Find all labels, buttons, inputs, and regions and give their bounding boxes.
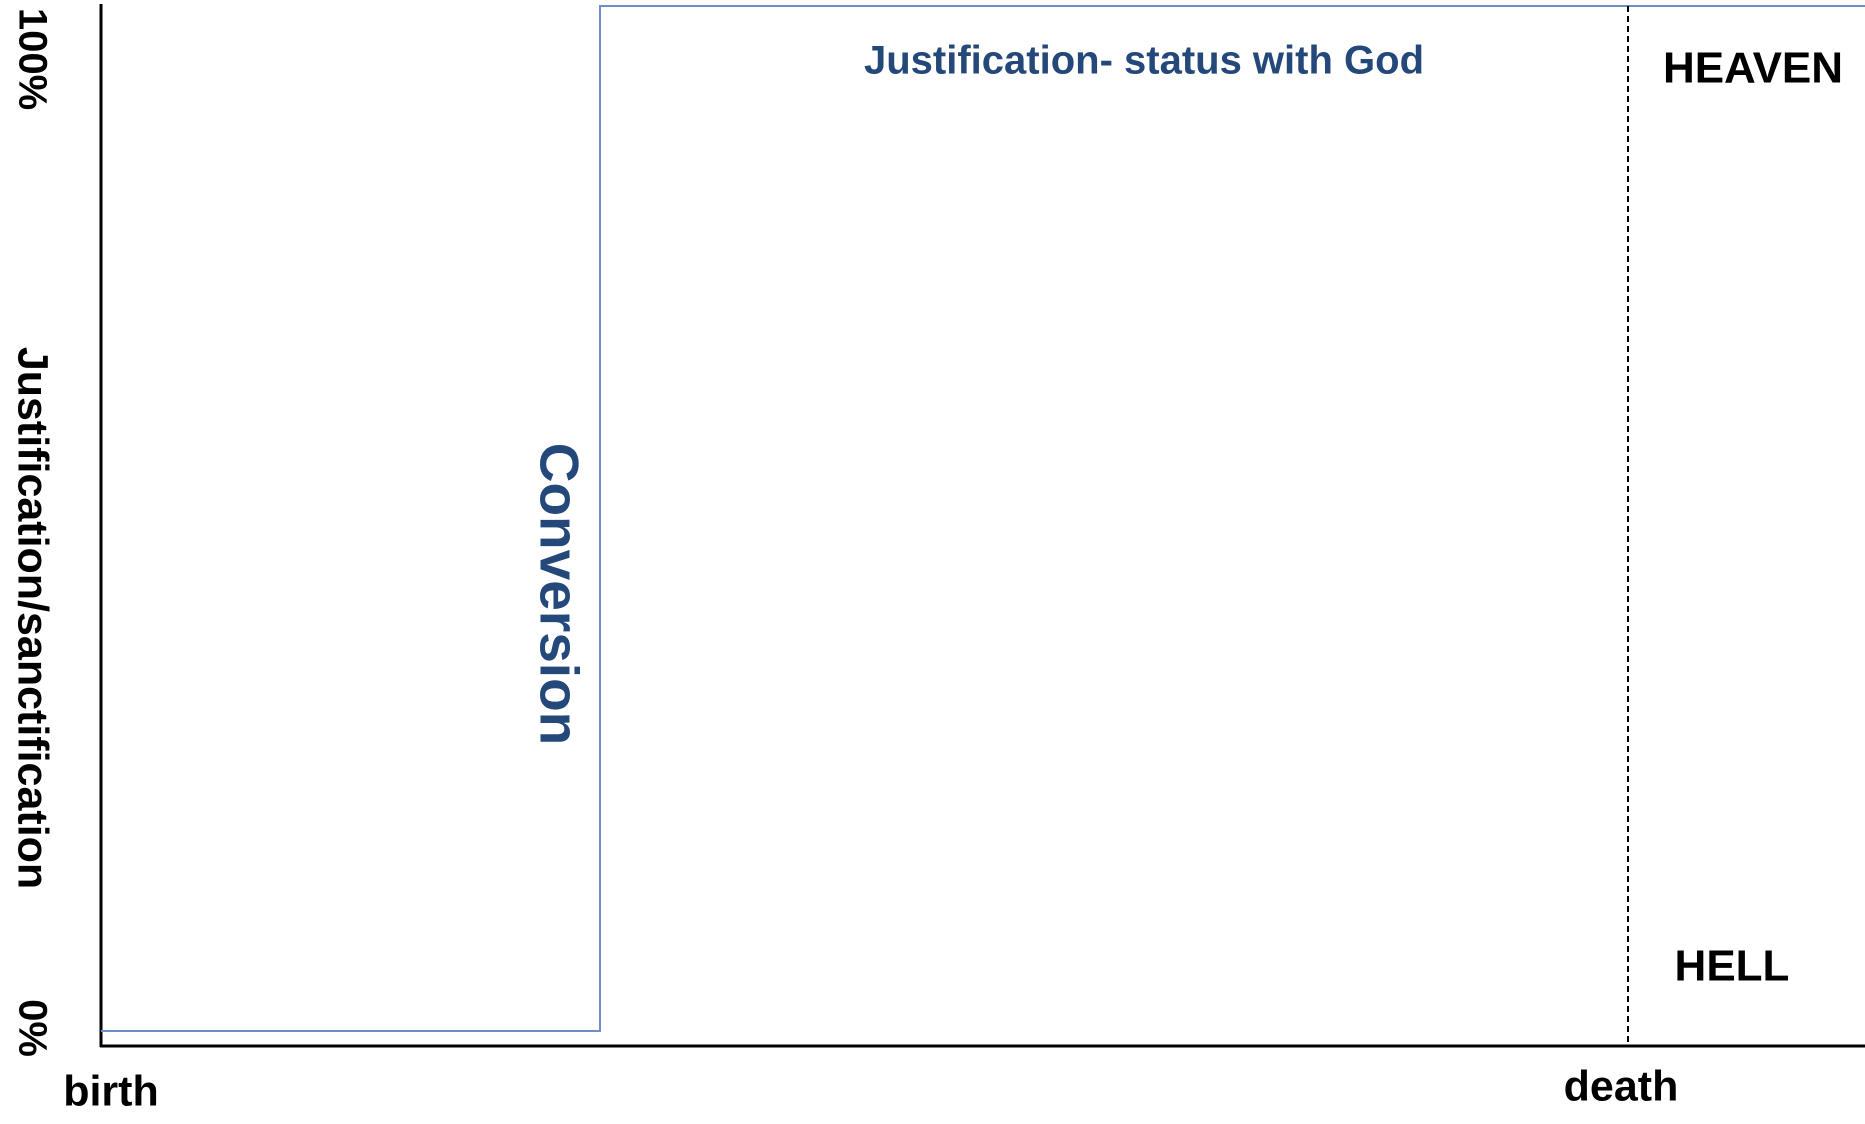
hell-label: HELL — [1675, 942, 1790, 991]
heaven-label: HEAVEN — [1663, 44, 1843, 93]
y-axis-label: Justification/sanctification — [9, 347, 57, 889]
x-start-label: birth — [63, 1067, 159, 1115]
conversion-label: Conversion — [528, 443, 590, 746]
y-top-label: 100% — [10, 8, 54, 110]
justification-label: Justification- status with God — [864, 39, 1424, 83]
x-end-label: death — [1564, 1062, 1679, 1110]
justification-line — [101, 5, 1865, 1032]
y-bottom-label: 0% — [10, 999, 54, 1057]
